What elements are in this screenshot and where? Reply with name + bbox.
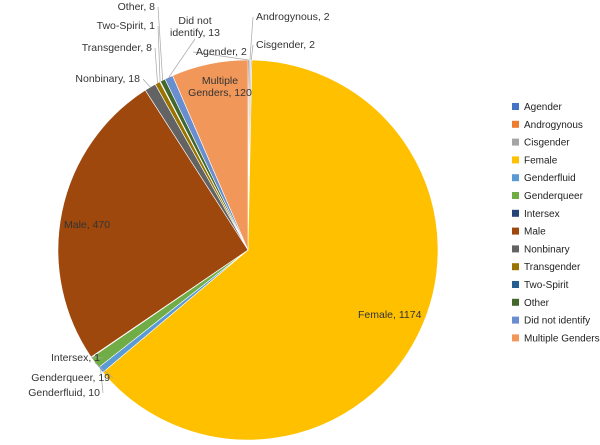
data-label-nonbinary: Nonbinary, 18	[75, 73, 140, 85]
data-label-genderqueer: Genderqueer, 19	[31, 372, 110, 384]
data-label-did-not-identify: Did not identify, 13	[170, 15, 220, 39]
legend-label-nonbinary: Nonbinary	[524, 244, 570, 255]
legend-swatch-agender	[512, 103, 519, 110]
data-label-androgynous: Androgynous, 2	[256, 11, 330, 23]
data-label-cisgender: Cisgender, 2	[256, 39, 315, 51]
data-labels: Agender, 2 Androgynous, 2 Cisgender, 2 Fema…	[28, 1, 421, 399]
leader-line-nonbinary	[142, 78, 151, 88]
leader-lines	[91, 6, 254, 394]
pie-slice-male	[57, 89, 249, 358]
legend-swatch-androgynous	[512, 120, 519, 128]
leader-line-two-spirit	[157, 25, 161, 82]
leader-line-other	[157, 6, 164, 81]
legend-label-two-spirit: Two-Spirit	[524, 280, 569, 291]
legend-swatch-other	[512, 298, 519, 306]
legend-label-male: Male	[524, 227, 546, 238]
data-label-male: Male, 470	[64, 219, 110, 231]
legend-swatch-nonbinary	[512, 245, 519, 253]
legend-label-agender: Agender	[524, 102, 562, 113]
data-label-multiple-genders: Multiple Genders, 120	[188, 75, 252, 99]
leader-line-genderfluid	[100, 369, 104, 394]
legend-swatch-genderfluid	[512, 174, 519, 182]
leader-line-did-not-identify	[168, 38, 196, 78]
data-label-genderfluid: Genderfluid, 10	[28, 387, 100, 399]
data-label-female: Female, 1174	[358, 309, 422, 321]
data-label-agender: Agender, 2	[196, 46, 247, 58]
legend-label-transgender: Transgender	[524, 262, 581, 273]
legend-swatch-did-not-identify	[512, 316, 519, 324]
data-label-two-spirit: Two-Spirit, 1	[97, 20, 156, 32]
legend-swatch-intersex	[512, 209, 519, 217]
legend-swatch-male	[512, 227, 519, 235]
leader-line-transgender	[154, 47, 158, 83]
leader-line-agender	[192, 51, 249, 61]
legend-label-androgynous: Androgynous	[524, 120, 583, 131]
legend-label-did-not-identify: Did not identify	[524, 316, 590, 327]
legend-label-female: Female	[524, 155, 558, 166]
leader-line-cisgender	[250, 44, 254, 61]
legend-label-genderfluid: Genderfluid	[524, 173, 576, 184]
leader-line-intersex	[91, 356, 104, 359]
legend-swatch-transgender	[512, 263, 519, 271]
legend-swatch-female	[512, 156, 519, 164]
legend-label-cisgender: Cisgender	[524, 138, 570, 149]
leader-line-androgynous	[249, 16, 254, 61]
leader-line-genderqueer	[94, 362, 114, 379]
legend-swatch-genderqueer	[512, 192, 519, 199]
data-label-intersex: Intersex, 1	[51, 352, 100, 364]
data-label-other: Other, 8	[118, 1, 156, 13]
legend-label-other: Other	[524, 298, 550, 309]
data-label-transgender: Transgender, 8	[82, 42, 152, 54]
legend-swatch-multiple-genders	[512, 334, 519, 342]
legend-swatch-two-spirit	[512, 281, 519, 288]
legend-swatch-cisgender	[512, 138, 519, 146]
legend: Agender Androgynous Cisgender Female Genderf…	[512, 102, 600, 344]
legend-label-genderqueer: Genderqueer	[524, 191, 584, 202]
legend-label-intersex: Intersex	[524, 209, 560, 220]
pie-slices	[57, 59, 439, 441]
pie-slice-female	[102, 59, 439, 441]
legend-label-multiple-genders: Multiple Genders	[524, 333, 600, 344]
